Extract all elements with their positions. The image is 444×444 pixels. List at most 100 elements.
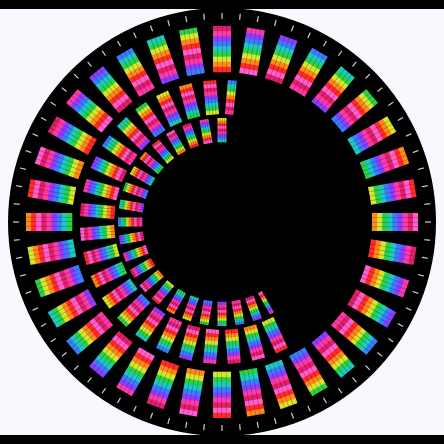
color-strip	[79, 224, 116, 241]
tick-mark	[377, 87, 383, 92]
tick-mark	[412, 149, 419, 154]
tick-mark	[352, 377, 357, 383]
color-strip	[347, 289, 397, 328]
tick-mark	[25, 290, 32, 295]
color-strip	[166, 129, 187, 156]
tick-mark	[377, 352, 383, 357]
color-strip	[116, 47, 155, 97]
color-strip	[116, 116, 151, 151]
color-strip	[199, 299, 213, 326]
outer-ring	[26, 26, 418, 418]
color-strip	[83, 243, 120, 266]
tick-mark	[13, 239, 20, 241]
color-strip	[311, 330, 355, 378]
color-strip	[90, 261, 128, 288]
color-strip	[166, 288, 187, 315]
color-strip	[146, 359, 180, 410]
color-strip	[79, 203, 116, 220]
color-strip	[224, 328, 241, 365]
center-hub	[144, 144, 300, 300]
outer-tick-marks	[13, 13, 431, 431]
color-strip	[101, 278, 138, 309]
color-strip	[89, 330, 133, 378]
tick-mark	[19, 273, 27, 277]
tick-mark	[16, 185, 23, 188]
tick-mark	[25, 149, 32, 154]
tick-mark	[13, 203, 20, 205]
tick-mark	[185, 421, 188, 428]
color-strip	[359, 146, 410, 180]
color-strip	[199, 118, 213, 145]
color-strip	[179, 27, 205, 77]
tick-mark	[133, 405, 137, 412]
tick-mark	[365, 73, 371, 79]
color-strip	[178, 83, 201, 120]
tick-mark	[61, 87, 67, 92]
tick-mark	[167, 417, 171, 425]
color-strip	[289, 47, 328, 97]
tick-mark	[203, 424, 205, 431]
tick-mark	[40, 322, 47, 328]
tick-mark	[337, 387, 343, 394]
color-strip	[217, 301, 227, 326]
tick-mark	[365, 365, 371, 371]
tick-mark	[73, 73, 79, 79]
color-strip	[151, 139, 175, 164]
tick-mark	[203, 13, 205, 20]
tick-mark	[32, 307, 39, 311]
color-strip	[34, 264, 85, 298]
tick-mark	[387, 337, 394, 343]
tick-mark	[61, 352, 67, 357]
color-strip	[182, 122, 199, 149]
tick-mark	[417, 167, 425, 171]
tick-mark	[239, 13, 241, 20]
color-strip	[243, 324, 266, 361]
color-strip	[122, 182, 149, 199]
tick-mark	[387, 101, 394, 107]
color-strip	[139, 151, 164, 175]
color-strip	[27, 239, 77, 265]
color-strip	[245, 295, 262, 322]
color-strip	[118, 199, 145, 213]
color-strip	[261, 316, 288, 354]
color-strip	[289, 347, 328, 397]
tick-mark	[421, 185, 428, 188]
tick-mark	[101, 50, 107, 57]
color-strip	[66, 89, 114, 133]
tick-mark	[290, 25, 295, 32]
color-strip	[311, 66, 355, 114]
color-strip	[118, 217, 143, 227]
color-strip	[203, 79, 220, 116]
tick-mark	[417, 273, 425, 277]
color-strip	[151, 280, 175, 305]
color-strip	[371, 213, 418, 231]
color-strip	[66, 311, 114, 355]
color-strip	[27, 179, 77, 205]
tick-mark	[412, 290, 419, 295]
color-strip	[129, 166, 156, 187]
tick-mark	[50, 101, 57, 107]
color-strip	[129, 257, 156, 278]
tick-mark	[256, 16, 259, 23]
tick-mark	[273, 19, 277, 27]
color-strip	[179, 367, 205, 417]
tick-mark	[19, 167, 27, 171]
tick-mark	[133, 32, 137, 39]
tick-mark	[149, 25, 154, 32]
tick-mark	[40, 116, 47, 122]
color-strip	[135, 101, 166, 138]
color-strip	[89, 66, 133, 114]
color-strip	[101, 135, 138, 166]
color-strip	[26, 213, 73, 231]
color-strip	[264, 34, 298, 85]
color-strip	[139, 269, 164, 293]
color-strip	[347, 116, 397, 155]
tick-mark	[352, 61, 357, 67]
color-strip	[83, 178, 120, 201]
tick-mark	[101, 387, 107, 394]
tick-mark	[167, 19, 171, 27]
tick-mark	[116, 397, 122, 404]
tick-mark	[16, 256, 23, 259]
color-strip	[330, 311, 378, 355]
